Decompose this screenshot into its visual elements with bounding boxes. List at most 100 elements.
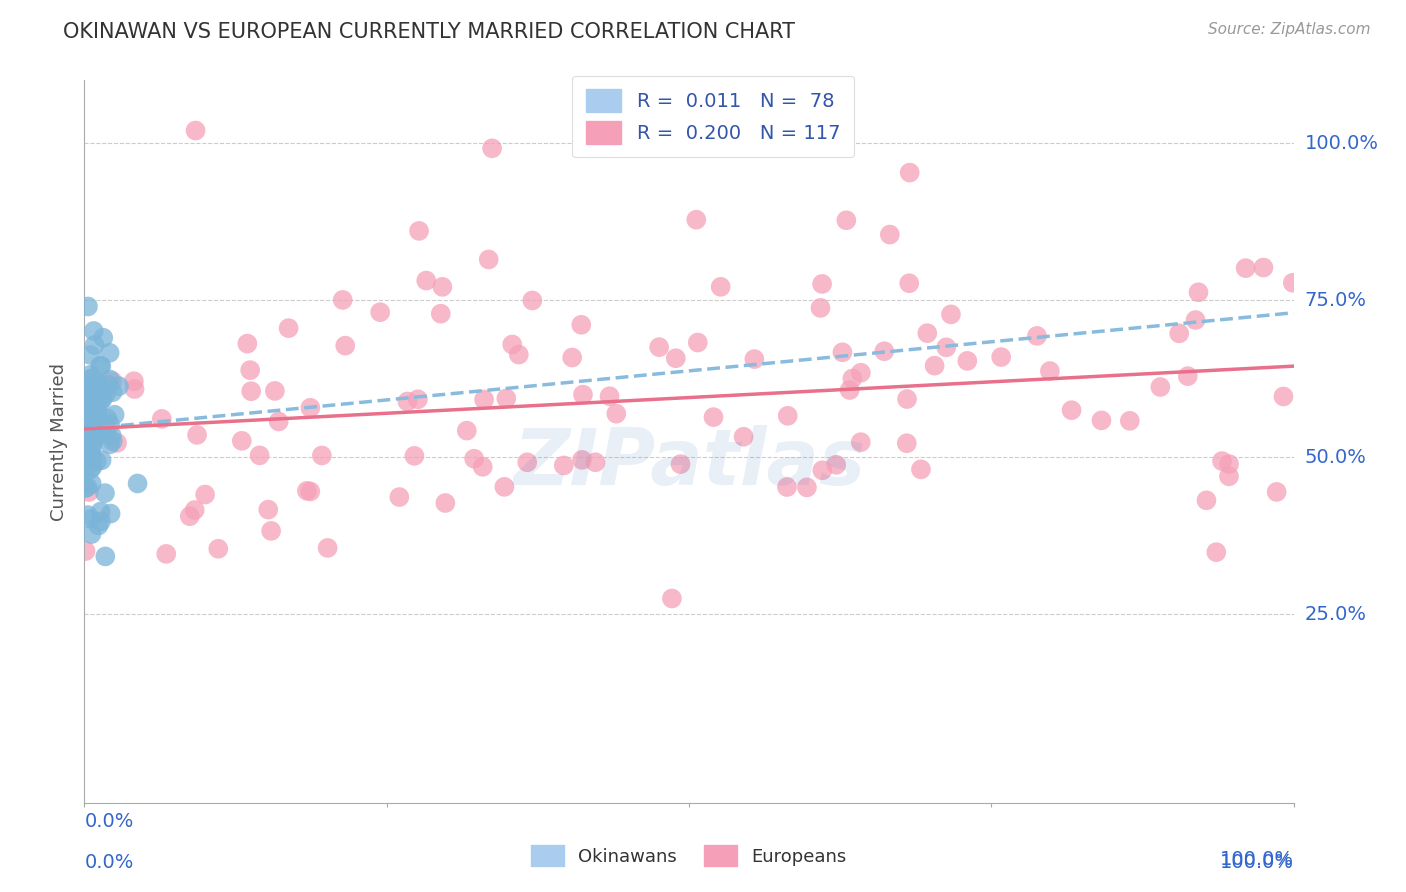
Point [79, 392, 101, 407]
Point [990, 350, 1012, 364]
Point [917, 326, 939, 340]
Point [98, 346, 121, 360]
Point [898, 165, 921, 179]
Point [94, 425, 117, 439]
Point [80, 476, 103, 491]
Point [463, 451, 485, 466]
Point [90, 393, 112, 408]
Point [648, 340, 671, 354]
Point [849, 435, 872, 450]
Point [1039, 364, 1062, 378]
Point [80, 372, 103, 386]
Point [90, 515, 112, 529]
Point [76, 395, 98, 409]
Point [127, 476, 149, 491]
Point [299, 484, 322, 499]
Point [186, 428, 208, 442]
Point [924, 359, 946, 373]
Point [1195, 493, 1218, 508]
Point [295, 483, 318, 498]
Point [605, 407, 627, 421]
Point [710, 280, 733, 294]
Point [299, 401, 322, 415]
Point [432, 280, 454, 294]
Point [94, 549, 117, 564]
Point [240, 384, 263, 399]
Text: 50.0%: 50.0% [1305, 448, 1367, 467]
Point [896, 392, 918, 406]
Point [184, 123, 207, 137]
Point [831, 345, 853, 359]
Point [404, 449, 426, 463]
Point [335, 339, 357, 353]
Point [98, 417, 121, 432]
Point [80, 371, 103, 385]
Point [811, 277, 834, 291]
Point [744, 352, 766, 367]
Point [571, 453, 593, 467]
Text: 0.0%: 0.0% [84, 854, 134, 872]
Point [73, 380, 96, 394]
Point [83, 324, 105, 338]
Point [472, 392, 495, 407]
Point [84, 420, 107, 434]
Point [91, 331, 114, 345]
Point [83, 403, 105, 417]
Point [83, 432, 105, 446]
Point [508, 348, 530, 362]
Point [406, 392, 429, 407]
Point [1211, 454, 1233, 468]
Point [1253, 260, 1275, 275]
Point [311, 449, 333, 463]
Point [86, 384, 108, 399]
Point [89, 359, 111, 373]
Point [1205, 545, 1227, 559]
Point [100, 428, 122, 442]
Point [86, 376, 108, 390]
Point [332, 293, 354, 307]
Point [585, 455, 607, 469]
Point [599, 389, 621, 403]
Point [101, 434, 124, 449]
Point [73, 443, 96, 458]
Point [155, 547, 177, 561]
Point [1168, 326, 1191, 341]
Point [231, 434, 253, 448]
Point [1272, 389, 1295, 403]
Point [1281, 276, 1303, 290]
Point [84, 413, 107, 427]
Point [82, 439, 104, 453]
Text: 100.0%: 100.0% [1305, 134, 1379, 153]
Point [733, 430, 755, 444]
Point [75, 410, 97, 425]
Point [553, 458, 575, 473]
Point [495, 392, 517, 406]
Point [87, 518, 110, 533]
Point [79, 405, 101, 419]
Point [86, 403, 108, 417]
Point [76, 424, 98, 438]
Point [267, 414, 290, 428]
Point [260, 524, 283, 538]
Point [1184, 313, 1206, 327]
Point [86, 398, 108, 412]
Text: ZIPatlas: ZIPatlas [513, 425, 865, 501]
Point [1149, 380, 1171, 394]
Point [430, 307, 453, 321]
Point [1218, 457, 1240, 471]
Point [263, 384, 285, 398]
Point [124, 382, 146, 396]
Point [873, 344, 896, 359]
Point [277, 321, 299, 335]
Point [94, 417, 117, 432]
Point [105, 435, 128, 450]
Point [90, 504, 112, 518]
Point [101, 385, 124, 400]
Point [76, 480, 98, 494]
Point [669, 457, 692, 471]
Point [665, 351, 688, 366]
Point [569, 318, 592, 332]
Point [776, 409, 799, 423]
Point [481, 141, 503, 155]
Point [388, 490, 411, 504]
